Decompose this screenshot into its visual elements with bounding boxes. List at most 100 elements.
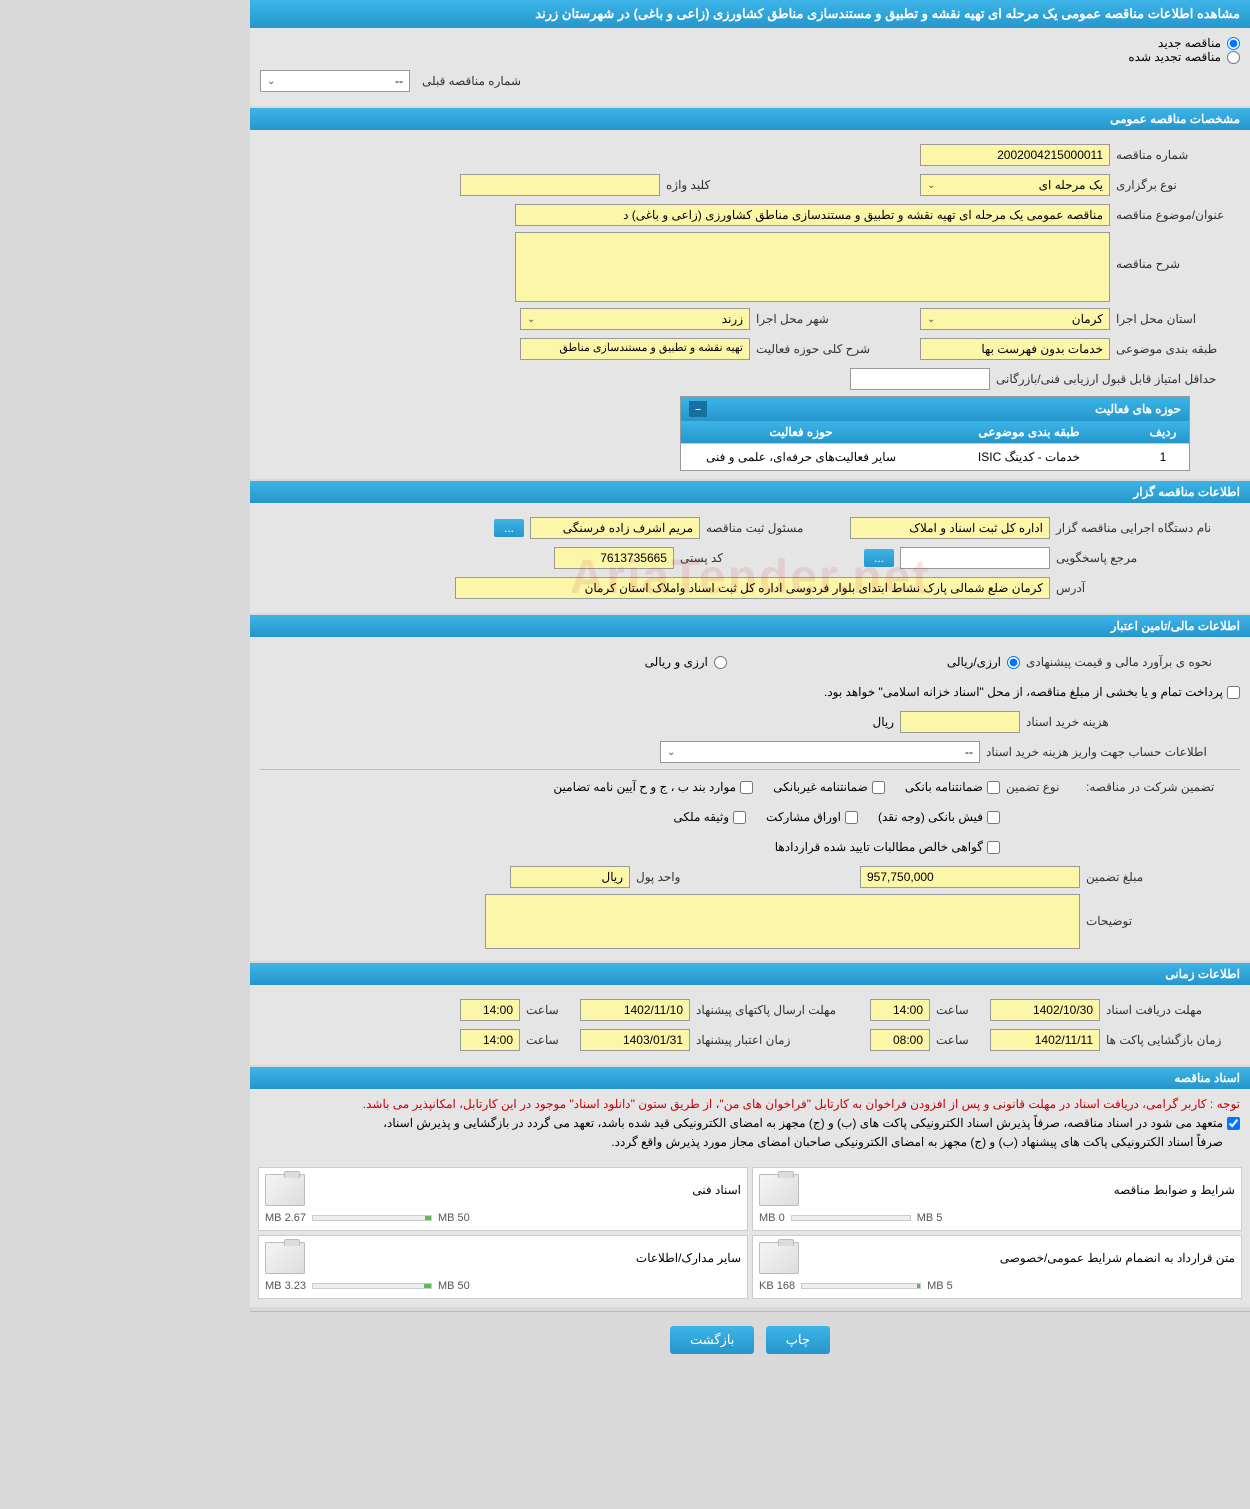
activity-table: حوزه های فعالیت – ردیف طبقه بندی موضوعی … [680, 396, 1190, 471]
col-act-header: حوزه فعالیت [687, 425, 915, 439]
notice-black1: متعهد می شود در اسناد مناقصه، صرفاً پذیر… [383, 1114, 1223, 1133]
postal-field: 7613735665 [554, 547, 674, 569]
doc-card-2[interactable]: متن قرارداد به انضمام شرایط عمومی/خصوصی … [752, 1235, 1242, 1299]
account-select[interactable]: -- ⌄ [660, 741, 980, 763]
notice-red: توجه : کاربر گرامی، دریافت اسناد در مهلت… [260, 1095, 1240, 1114]
folder-icon [759, 1242, 799, 1274]
doc-used-3: 3.23 MB [265, 1280, 306, 1292]
method-rial-row: ارزی/ریالی [947, 655, 1020, 669]
keyword-label: کلید واژه [660, 178, 920, 192]
chevron-down-icon: ⌄ [527, 314, 535, 325]
subject-label: عنوان/موضوع مناقصه [1110, 208, 1240, 222]
doc-card-3[interactable]: سایر مدارک/اطلاعات 50 MB 3.23 MB [258, 1235, 748, 1299]
province-select[interactable]: کرمان ⌄ [920, 308, 1110, 330]
tender-number-field: 2002004215000011 [920, 144, 1110, 166]
section-general-body: شماره مناقصه 2002004215000011 نوع برگزار… [250, 130, 1250, 479]
commitment-checkbox[interactable] [1227, 1117, 1240, 1130]
doc-title-3: سایر مدارک/اطلاعات [313, 1251, 741, 1265]
method-currency-radio[interactable] [714, 656, 727, 669]
guarantee-amount-label: مبلغ تضمین [1080, 870, 1240, 884]
receive-date: 1402/10/30 [990, 999, 1100, 1021]
method-currency-row: ارزی و ریالی [645, 655, 727, 669]
province-label: استان محل اجرا [1110, 312, 1240, 326]
progress-bar-1 [312, 1215, 432, 1221]
currency-unit-field: ریال [510, 866, 630, 888]
g-cert-row: گواهی خالص مطالبات تایید شده قراردادها [775, 840, 1000, 854]
radio-new-label: مناقصه جدید [1158, 36, 1221, 50]
chevron-down-icon: ⌄ [267, 76, 275, 87]
g-regulation-cb[interactable] [740, 781, 753, 794]
notes-label: توضیحات [1080, 894, 1240, 928]
doc-used-0: 0 MB [759, 1212, 785, 1224]
section-documents-body: توجه : کاربر گرامی، دریافت اسناد در مهلت… [250, 1089, 1250, 1159]
doc-total-2: 5 MB [927, 1280, 953, 1292]
g-cash-cb[interactable] [987, 811, 1000, 824]
doc-card-1[interactable]: اسناد فنی 50 MB 2.67 MB [258, 1167, 748, 1231]
responsible-label: مسئول ثبت مناقصه [700, 521, 850, 535]
min-score-field[interactable] [850, 368, 990, 390]
g-bonds-cb[interactable] [845, 811, 858, 824]
minimize-icon[interactable]: – [689, 401, 707, 417]
prev-number-value: -- [395, 74, 403, 88]
open-date: 1402/11/11 [990, 1029, 1100, 1051]
treasury-checkbox[interactable] [1227, 686, 1240, 699]
back-button[interactable]: بازگشت [670, 1326, 754, 1354]
prev-number-select[interactable]: -- ⌄ [260, 70, 410, 92]
folder-icon [265, 1174, 305, 1206]
doc-cost-field[interactable] [900, 711, 1020, 733]
section-financial-body: نحوه ی برآورد مالی و قیمت پیشنهادی ارزی/… [250, 637, 1250, 961]
g-bonds-label: اوراق مشارکت [766, 810, 841, 824]
guarantee-type-label: نوع تضمین [1000, 780, 1080, 794]
guarantee-label: تضمین شرکت در مناقصه: [1080, 780, 1240, 794]
tender-type-block: مناقصه جدید مناقصه تجدید شده شماره مناقص… [250, 28, 1250, 106]
radio-renewed-label: مناقصه تجدید شده [1128, 50, 1221, 64]
doc-cost-label: هزینه خرید اسناد [1020, 715, 1240, 729]
doc-title-2: متن قرارداد به انضمام شرایط عمومی/خصوصی [807, 1251, 1235, 1265]
keyword-field[interactable] [460, 174, 660, 196]
g-property-label: وثیقه ملکی [673, 810, 729, 824]
print-button[interactable]: چاپ [766, 1326, 830, 1354]
org-label: نام دستگاه اجرایی مناقصه گزار [1050, 521, 1240, 535]
radio-new[interactable] [1227, 37, 1240, 50]
g-property-cb[interactable] [733, 811, 746, 824]
section-organizer-body: نام دستگاه اجرایی مناقصه گزار اداره کل ث… [250, 503, 1250, 613]
address-label: آدرس [1050, 581, 1240, 595]
contact-field[interactable] [900, 547, 1050, 569]
city-value: زرند [722, 312, 743, 326]
guarantee-amount-field: 957,750,000 [860, 866, 1080, 888]
holding-type-select[interactable]: یک مرحله ای ⌄ [920, 174, 1110, 196]
open-time: 08:00 [870, 1029, 930, 1051]
subject-field[interactable]: مناقصه عمومی یک مرحله ای تهیه نقشه و تطب… [515, 204, 1110, 226]
g-cert-cb[interactable] [987, 841, 1000, 854]
row-act: سایر فعالیت‌های حرفه‌ای، علمی و فنی [687, 450, 915, 464]
notes-field[interactable] [485, 894, 1080, 949]
g-bank-row: ضمانتنامه بانکی [905, 780, 1000, 794]
more-button[interactable]: ... [494, 519, 524, 537]
chevron-down-icon: ⌄ [927, 314, 935, 325]
radio-new-row: مناقصه جدید [260, 36, 1240, 50]
doc-used-1: 2.67 MB [265, 1212, 306, 1224]
section-timing-header: اطلاعات زمانی [250, 963, 1250, 985]
activity-desc-label: شرح کلی حوزه فعالیت [750, 342, 920, 356]
doc-total-0: 5 MB [917, 1212, 943, 1224]
validity-date: 1403/01/31 [580, 1029, 690, 1051]
g-bank-cb[interactable] [987, 781, 1000, 794]
activity-table-title: حوزه های فعالیت – [681, 397, 1189, 421]
currency-unit-label: واحد پول [630, 870, 860, 884]
receive-time: 14:00 [870, 999, 930, 1021]
doc-total-3: 50 MB [438, 1280, 470, 1292]
method-rial-label: ارزی/ریالی [947, 655, 1001, 669]
description-field[interactable] [515, 232, 1110, 302]
g-nonbank-cb[interactable] [872, 781, 885, 794]
method-rial-radio[interactable] [1007, 656, 1020, 669]
progress-bar-2 [801, 1283, 921, 1289]
section-general-header: مشخصات مناقصه عمومی [250, 108, 1250, 130]
city-label: شهر محل اجرا [750, 312, 920, 326]
doc-card-0[interactable]: شرایط و ضوابط مناقصه 5 MB 0 MB [752, 1167, 1242, 1231]
prev-number-label: شماره مناقصه قبلی [416, 74, 521, 88]
radio-renewed[interactable] [1227, 51, 1240, 64]
doc-title-0: شرایط و ضوابط مناقصه [807, 1183, 1235, 1197]
city-select[interactable]: زرند ⌄ [520, 308, 750, 330]
doc-title-1: اسناد فنی [313, 1183, 741, 1197]
contact-more-button[interactable]: ... [864, 549, 894, 567]
